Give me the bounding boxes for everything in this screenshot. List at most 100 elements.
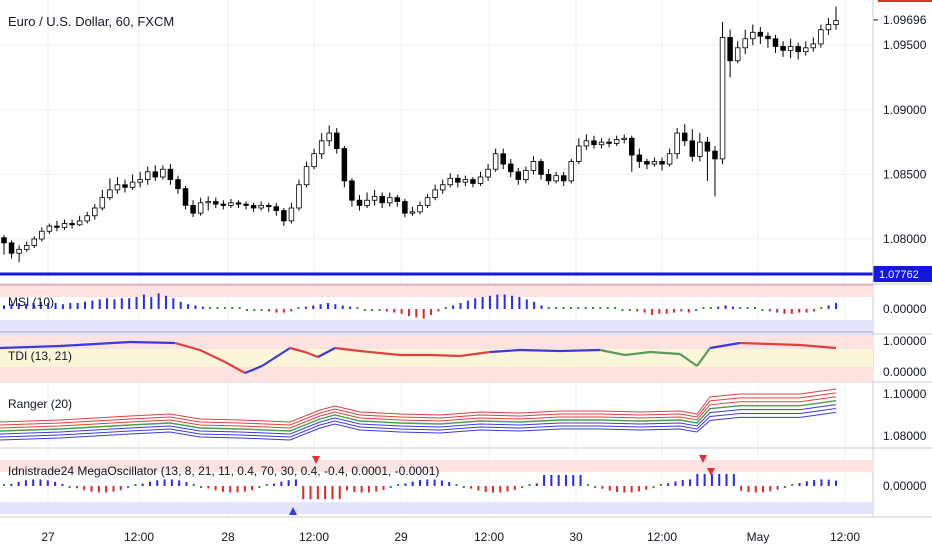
msi-bar xyxy=(194,305,197,309)
msi-bar xyxy=(533,301,536,309)
mega-bar xyxy=(258,486,261,489)
msi-bar xyxy=(113,299,116,309)
price-tick-label: 1.09500 xyxy=(883,38,927,52)
msi-bar xyxy=(349,306,352,309)
candle-body xyxy=(326,132,332,142)
mega-bar xyxy=(433,479,436,486)
mega-bar xyxy=(192,483,195,486)
msi-bar xyxy=(356,307,359,309)
mega-bar xyxy=(375,486,378,492)
candle-body xyxy=(439,184,446,191)
mega-bar xyxy=(200,486,203,488)
candle-body xyxy=(659,161,665,165)
tdi-tick-label: 0.00000 xyxy=(883,365,927,379)
candle-body xyxy=(144,171,151,180)
msi-bar xyxy=(496,294,499,309)
candle-body xyxy=(84,215,90,222)
msi-bar xyxy=(511,295,514,309)
candle-body xyxy=(560,175,567,182)
mega-bar xyxy=(68,486,71,488)
candle-body xyxy=(311,153,317,168)
candle-body xyxy=(530,161,537,171)
msi-bar xyxy=(481,297,484,309)
msi-bar xyxy=(297,307,300,309)
mega-bar xyxy=(477,486,480,491)
mega-bar xyxy=(448,482,451,486)
ranger-tick-label: 1.10000 xyxy=(883,387,927,401)
msi-bar xyxy=(643,309,646,313)
msi-bar xyxy=(628,309,631,311)
mega-bar xyxy=(411,481,414,486)
mega-bar xyxy=(346,486,349,491)
candle-body xyxy=(167,168,174,180)
candle-body xyxy=(795,46,801,53)
tdi-line-segment xyxy=(679,353,698,367)
msi-bar xyxy=(687,309,690,313)
candle-body xyxy=(538,161,544,175)
tdi-line-segment xyxy=(289,346,306,354)
candle-body xyxy=(281,210,287,222)
candle-body xyxy=(190,205,196,214)
msi-bar xyxy=(525,299,528,309)
mega-bar xyxy=(426,479,429,486)
candle-body xyxy=(818,29,824,45)
msi-bar xyxy=(437,309,440,312)
mega-lower-band xyxy=(0,502,873,514)
mega-bar xyxy=(499,486,502,493)
msi-bar xyxy=(106,298,109,309)
candle-body xyxy=(334,132,340,149)
megaoscillator-label: Idnistrade24 MegaOscillator (13, 8, 21, … xyxy=(8,464,440,478)
tdi-line-segment xyxy=(317,347,336,358)
mega-bar xyxy=(389,486,392,488)
ranger-line xyxy=(0,388,837,423)
msi-bar xyxy=(135,297,138,309)
msi-bar xyxy=(98,299,101,309)
mega-bar xyxy=(732,473,735,486)
mega-bar xyxy=(24,480,27,486)
mega-bar xyxy=(462,486,465,488)
msi-bar xyxy=(466,300,469,309)
ranger-line xyxy=(0,404,837,435)
mega-bar xyxy=(32,479,35,486)
signal-arrow-icon xyxy=(312,456,320,464)
mega-bar xyxy=(484,486,487,492)
candle-body xyxy=(447,177,453,186)
mega-bar xyxy=(90,486,93,492)
msi-bar xyxy=(326,303,329,309)
candle-body xyxy=(568,161,575,182)
mega-bar xyxy=(710,473,713,486)
mega-bar xyxy=(163,479,166,486)
candle-body xyxy=(704,141,711,152)
mega-bar xyxy=(681,480,684,486)
msi-bar xyxy=(518,297,521,309)
mega-bar xyxy=(557,475,560,486)
mega-bar xyxy=(236,486,239,493)
tdi-upper-band xyxy=(0,335,873,349)
candle-body xyxy=(727,37,733,62)
mega-bar xyxy=(324,486,327,500)
time-tick-label: 12:00 xyxy=(299,530,329,544)
candle-body xyxy=(500,153,506,165)
mega-bar xyxy=(141,483,144,486)
candle-body xyxy=(515,171,522,180)
ranger-line xyxy=(0,400,837,432)
candle-body xyxy=(387,197,393,204)
msi-lower-band xyxy=(0,320,873,332)
candle-body xyxy=(757,31,764,37)
msi-bar xyxy=(47,303,50,309)
candle-body xyxy=(651,161,658,165)
mega-bar xyxy=(367,486,370,493)
mega-bar xyxy=(630,486,633,493)
msi-bar xyxy=(3,305,5,309)
tdi-middle-band xyxy=(0,349,873,367)
mega-bar xyxy=(10,483,13,486)
candle-body xyxy=(213,201,219,205)
candle-body xyxy=(250,205,257,209)
msi-bar xyxy=(334,304,337,309)
tdi-line-segment xyxy=(599,348,626,357)
mega-bar xyxy=(754,486,757,493)
tdi-line-segment xyxy=(304,350,319,359)
msi-bar xyxy=(680,309,683,312)
mega-bar xyxy=(601,486,604,489)
